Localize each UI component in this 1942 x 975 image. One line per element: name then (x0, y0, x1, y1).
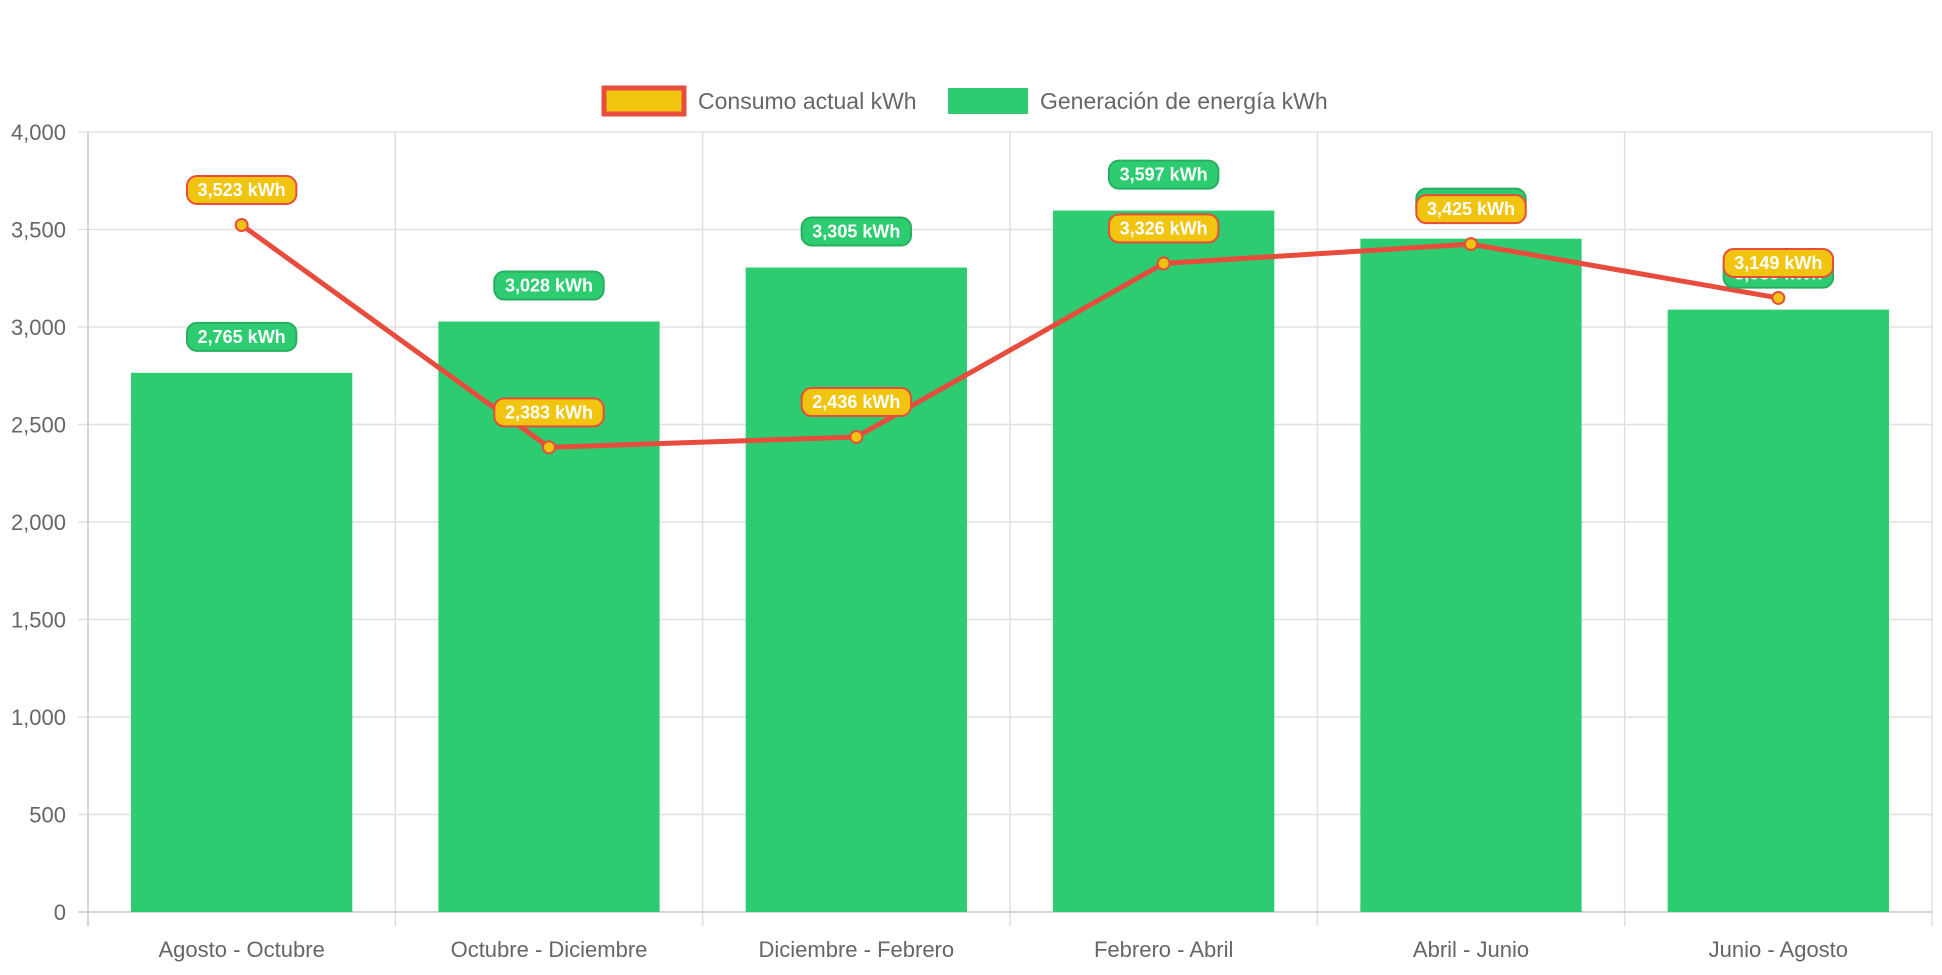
line-value-label-bg (800, 386, 913, 417)
bar-value-label: 3,028 kWh (493, 270, 605, 301)
x-axis-ticks: Agosto - Octubre Octubre - Diciembre Dicie… (159, 937, 1849, 962)
bar-value-label-text: 3,028 kWh (505, 276, 593, 296)
line-value-label-text: 2,383 kWh (505, 402, 593, 422)
x-tick-label: Junio - Agosto (1709, 937, 1848, 962)
y-tick-label: 2,000 (11, 510, 66, 535)
line-value-label-bg (185, 175, 298, 206)
x-tick-label: Abril - Junio (1413, 937, 1529, 962)
line-value-label-bg (1107, 213, 1220, 244)
line-value-label: 3,326 kWh (1107, 213, 1220, 244)
y-tick-label: 3,000 (11, 315, 66, 340)
bar-value-label-bg (800, 216, 913, 247)
bar-value-label: 3,305 kWh (800, 216, 913, 247)
bar-value-label-bg (1107, 159, 1220, 190)
x-tick-label: Febrero - Abril (1094, 937, 1233, 962)
y-tick-label: 0 (54, 900, 66, 925)
bar-value-label-bg (185, 321, 298, 352)
line-point (234, 218, 249, 233)
y-tick-label: 2,500 (11, 413, 66, 438)
line-point (542, 440, 556, 455)
bar-value-label-bg (493, 270, 605, 301)
legend: Consumo actual kWh Generación de energía … (601, 85, 1328, 117)
bar-series (131, 210, 1889, 913)
legend-swatch-consumo (601, 85, 687, 117)
line-value-label-bg (1415, 194, 1527, 225)
line-value-label: 2,436 kWh (800, 386, 913, 417)
y-axis-ticks: 0 500 1,000 1,500 2,000 2,500 3,000 3,500 4,000 (11, 120, 66, 925)
line-value-label-text: 3,523 kWh (198, 180, 286, 200)
line-point (1464, 237, 1478, 252)
line-point (1156, 256, 1171, 271)
bar-value-label-text: 3,305 kWh (812, 222, 900, 242)
line-value-label: 3,149 kWh (1722, 247, 1835, 278)
bar-value-label: 3,597 kWh (1107, 159, 1220, 190)
line-value-label: 3,523 kWh (185, 175, 298, 206)
x-tick-label: Diciembre - Febrero (759, 937, 955, 962)
bar (745, 267, 967, 912)
bar-value-label: 2,765 kWh (185, 321, 298, 352)
legend-label-generacion: Generación de energía kWh (1040, 88, 1328, 114)
line-value-label-text: 3,326 kWh (1120, 218, 1208, 238)
line-value-label-bg (1722, 247, 1835, 278)
bar (1667, 309, 1889, 912)
line-value-label-text: 3,425 kWh (1427, 199, 1515, 219)
legend-swatch-generacion (948, 88, 1028, 114)
line-value-label-text: 3,149 kWh (1734, 253, 1822, 273)
bar (1360, 238, 1582, 913)
x-tick-label: Octubre - Diciembre (451, 937, 648, 962)
line-value-label: 3,425 kWh (1415, 194, 1527, 225)
grid-layer (78, 131, 1933, 926)
line-value-label: 2,383 kWh (493, 397, 605, 428)
line-point (1771, 290, 1786, 305)
bar-value-label-text: 2,765 kWh (198, 327, 286, 347)
y-tick-label: 1,000 (11, 705, 66, 730)
y-tick-label: 500 (29, 803, 66, 828)
y-tick-label: 4,000 (11, 120, 66, 145)
y-tick-label: 1,500 (11, 608, 66, 633)
legend-label-consumo: Consumo actual kWh (698, 88, 917, 114)
line-point (849, 429, 864, 444)
line-value-label-bg (493, 397, 605, 428)
bar-value-label-text: 3,597 kWh (1120, 165, 1208, 185)
y-tick-label: 3,500 (11, 218, 66, 243)
line-value-label-text: 2,436 kWh (812, 392, 900, 412)
bar (1053, 210, 1275, 912)
bar (131, 372, 353, 912)
x-tick-label: Agosto - Octubre (159, 937, 325, 962)
